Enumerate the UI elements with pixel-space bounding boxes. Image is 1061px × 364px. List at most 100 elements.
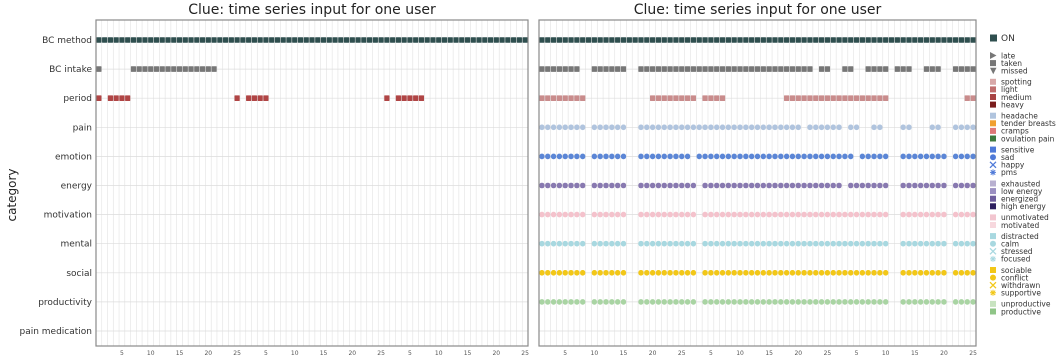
data-marker — [929, 66, 935, 72]
data-marker — [556, 124, 563, 131]
data-marker — [714, 37, 720, 43]
data-marker — [539, 153, 545, 160]
legend-marker — [990, 154, 996, 161]
data-marker — [580, 95, 586, 101]
data-marker — [539, 182, 545, 189]
data-marker — [923, 153, 930, 160]
data-marker — [638, 211, 644, 218]
data-marker — [591, 211, 597, 218]
data-marker — [673, 95, 679, 101]
data-marker — [784, 37, 790, 43]
data-marker — [176, 37, 183, 43]
data-marker — [772, 182, 778, 189]
data-marker — [789, 153, 796, 160]
data-marker — [661, 211, 667, 218]
data-marker — [395, 37, 401, 43]
x-tick-label: 5 — [264, 350, 268, 357]
data-marker — [737, 270, 743, 276]
data-marker — [714, 299, 720, 305]
data-marker — [871, 182, 877, 189]
data-marker — [964, 240, 970, 247]
data-marker — [935, 270, 941, 276]
data-marker — [263, 37, 269, 43]
data-marker — [702, 299, 708, 305]
data-marker — [807, 182, 813, 189]
x-tick-label: 10 — [591, 350, 599, 357]
data-marker — [813, 95, 819, 101]
data-marker — [292, 37, 298, 43]
data-marker — [923, 182, 930, 189]
data-marker — [929, 153, 935, 160]
data-marker — [667, 124, 673, 131]
data-marker — [842, 66, 848, 72]
data-marker — [690, 95, 697, 101]
data-marker — [539, 66, 545, 72]
data-marker — [877, 37, 883, 43]
data-marker — [556, 240, 563, 247]
data-marker — [731, 124, 737, 131]
data-marker — [649, 66, 656, 72]
data-marker — [818, 37, 825, 43]
data-marker — [818, 270, 825, 276]
data-marker — [952, 153, 959, 160]
data-marker — [719, 37, 726, 43]
data-marker — [871, 37, 877, 43]
data-marker — [853, 182, 860, 189]
data-marker — [964, 153, 970, 160]
data-marker — [784, 182, 790, 189]
data-marker — [731, 299, 737, 305]
data-marker — [562, 95, 568, 101]
data-marker — [795, 66, 801, 72]
data-marker — [813, 182, 819, 189]
legend-marker — [990, 78, 996, 85]
x-tick-label: 25 — [824, 350, 832, 357]
data-marker — [737, 66, 743, 72]
category-label: mental — [60, 240, 92, 250]
data-marker — [142, 37, 148, 43]
data-marker — [125, 37, 131, 43]
data-marker — [883, 153, 889, 160]
data-marker — [778, 182, 784, 189]
category-label: pain medication — [19, 327, 92, 337]
data-marker — [749, 211, 755, 218]
data-marker — [865, 299, 871, 305]
data-marker — [159, 66, 165, 72]
data-marker — [615, 240, 621, 247]
data-marker — [842, 37, 848, 43]
data-marker — [649, 240, 656, 247]
data-marker — [661, 299, 667, 305]
data-marker — [696, 66, 702, 72]
data-marker — [550, 95, 557, 101]
data-marker — [743, 153, 749, 160]
data-marker — [813, 37, 819, 43]
data-marker — [603, 124, 609, 131]
data-marker — [556, 66, 563, 72]
data-marker — [871, 153, 877, 160]
data-marker — [865, 270, 871, 276]
data-marker — [644, 66, 650, 72]
data-marker — [731, 153, 737, 160]
data-marker — [511, 37, 517, 43]
data-marker — [309, 37, 315, 43]
data-marker — [749, 299, 755, 305]
data-marker — [638, 37, 644, 43]
data-marker — [958, 299, 965, 305]
data-marker — [545, 211, 551, 218]
data-marker — [667, 211, 673, 218]
data-marker — [970, 299, 976, 305]
data-marker — [795, 95, 801, 101]
data-marker — [673, 124, 679, 131]
data-marker — [644, 270, 650, 276]
data-marker — [795, 124, 801, 131]
data-marker — [900, 299, 906, 305]
data-marker — [795, 37, 801, 43]
data-marker — [107, 95, 113, 101]
legend-label: focused — [1001, 255, 1031, 264]
data-marker — [609, 153, 615, 160]
data-marker — [871, 211, 877, 218]
data-marker — [708, 124, 714, 131]
data-marker — [760, 124, 766, 131]
data-marker — [877, 299, 883, 305]
data-marker — [441, 37, 448, 43]
